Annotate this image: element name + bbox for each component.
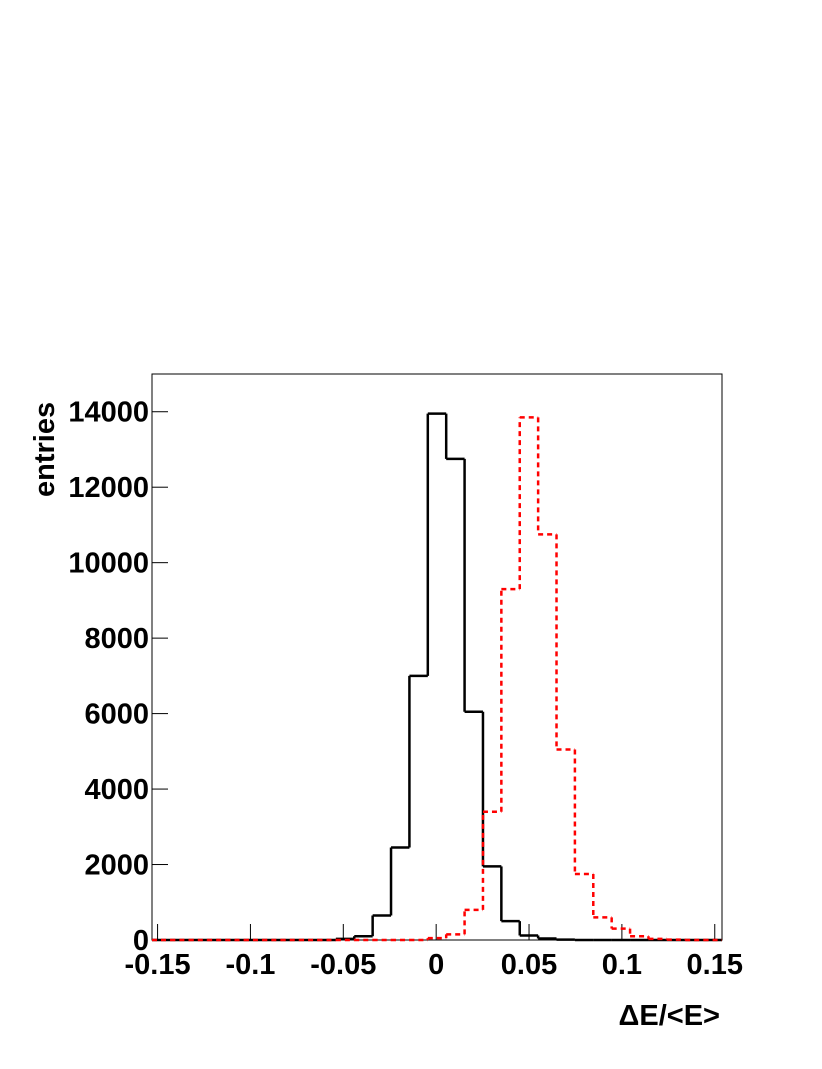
y-tick-label: 14000 bbox=[68, 397, 149, 429]
x-tick-label: 0.1 bbox=[602, 949, 642, 981]
y-tick-label: 4000 bbox=[84, 774, 149, 806]
x-tick-label: -0.15 bbox=[125, 949, 191, 981]
y-tick-label: 6000 bbox=[84, 699, 149, 731]
y-tick-label: 0 bbox=[133, 925, 149, 957]
y-tick-label: 12000 bbox=[68, 472, 149, 504]
x-tick-label: 0.15 bbox=[687, 949, 743, 981]
y-tick-label: 2000 bbox=[84, 850, 149, 882]
y-tick-label: 10000 bbox=[68, 548, 149, 580]
x-tick-label: 0.05 bbox=[501, 949, 557, 981]
x-tick-label: -0.05 bbox=[310, 949, 376, 981]
x-tick-label: -0.1 bbox=[225, 949, 275, 981]
y-tick-label: 8000 bbox=[84, 623, 149, 655]
x-axis-label: ΔE/<E> bbox=[619, 1000, 720, 1032]
x-tick-label: 0 bbox=[428, 949, 444, 981]
plot-frame bbox=[151, 373, 723, 941]
y-axis-label: entries bbox=[29, 402, 61, 497]
